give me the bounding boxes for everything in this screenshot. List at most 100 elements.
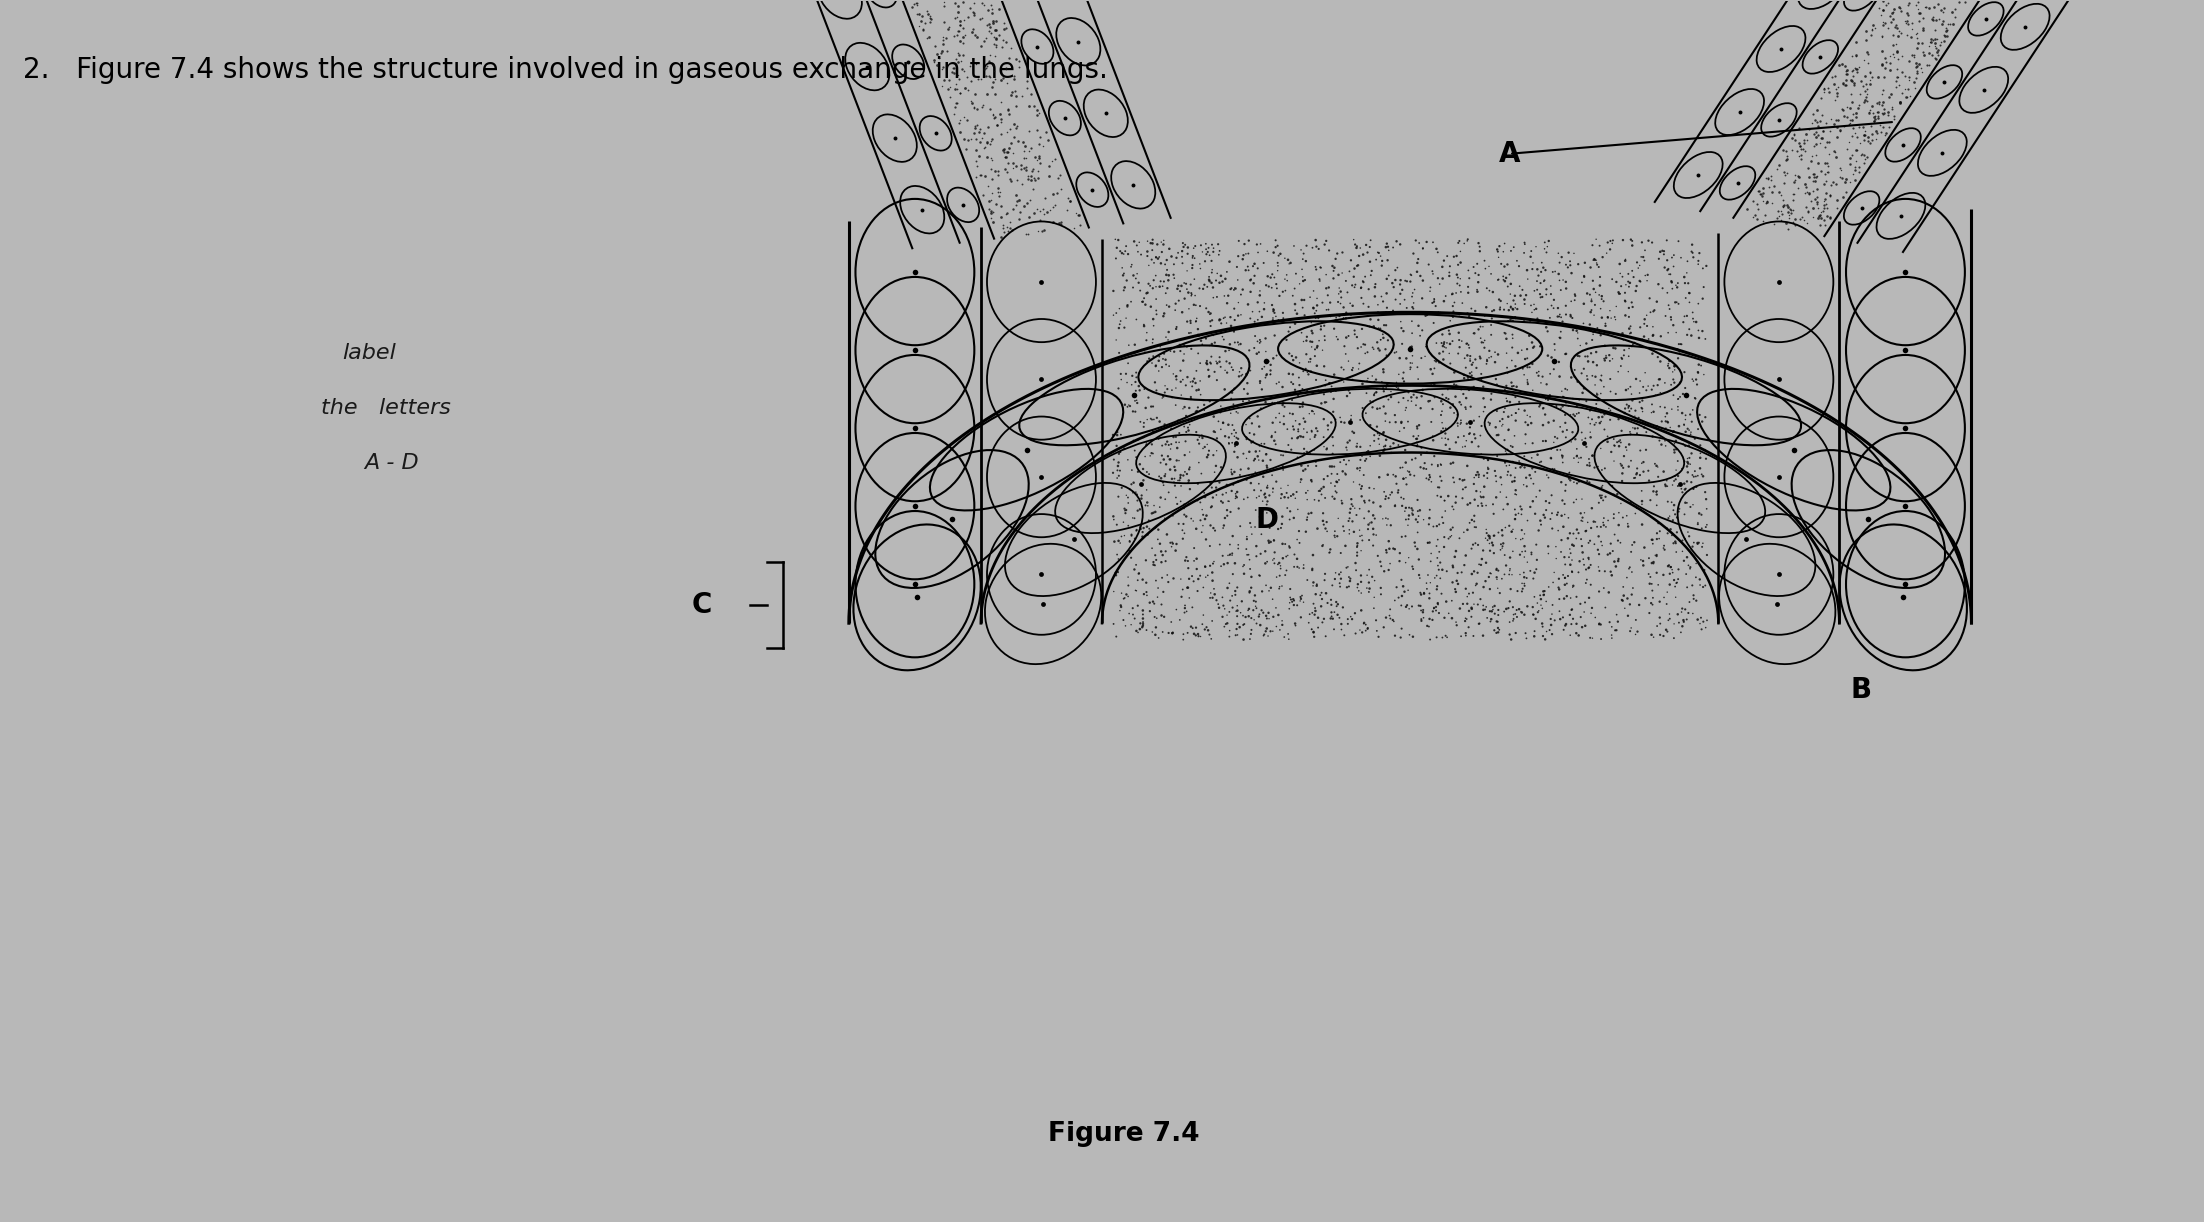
Point bbox=[1117, 529, 1153, 549]
Point bbox=[1188, 298, 1223, 318]
Point bbox=[1651, 358, 1686, 378]
Point bbox=[1331, 430, 1366, 450]
Point bbox=[1552, 243, 1587, 263]
Point bbox=[1624, 495, 1660, 514]
Point bbox=[1197, 332, 1232, 352]
Point bbox=[1834, 110, 1869, 130]
Point bbox=[1635, 580, 1671, 600]
Point bbox=[1106, 588, 1142, 607]
Point bbox=[1803, 208, 1838, 227]
Point bbox=[1682, 448, 1717, 468]
Point bbox=[1673, 593, 1708, 612]
Point bbox=[1642, 397, 1677, 417]
Point bbox=[1508, 576, 1543, 595]
Point bbox=[1807, 189, 1843, 209]
Point bbox=[1439, 541, 1474, 561]
Point bbox=[1646, 462, 1682, 481]
Point bbox=[1018, 199, 1054, 219]
Point bbox=[1406, 583, 1441, 602]
Point bbox=[1120, 621, 1155, 640]
Point bbox=[1355, 519, 1391, 539]
Point bbox=[1928, 0, 1964, 7]
Point bbox=[1600, 530, 1635, 550]
Point bbox=[1322, 609, 1358, 628]
Point bbox=[1494, 519, 1530, 539]
Point bbox=[1849, 75, 1884, 94]
Point bbox=[1400, 419, 1435, 439]
Point bbox=[1106, 318, 1142, 337]
Point bbox=[1873, 0, 1909, 4]
Point bbox=[1536, 359, 1571, 379]
Point bbox=[1554, 264, 1589, 284]
Point bbox=[1836, 104, 1871, 123]
Point bbox=[1631, 470, 1666, 490]
Point bbox=[1095, 450, 1131, 469]
Point bbox=[1206, 607, 1241, 627]
Point bbox=[1393, 337, 1428, 357]
Point bbox=[1369, 387, 1404, 407]
Point bbox=[1234, 431, 1270, 451]
Point bbox=[1433, 439, 1468, 458]
Point bbox=[1281, 368, 1316, 387]
Point bbox=[1038, 149, 1073, 169]
Point bbox=[1545, 397, 1580, 417]
Point bbox=[1781, 133, 1816, 153]
Point bbox=[1111, 587, 1146, 606]
Point bbox=[1541, 589, 1576, 609]
Point bbox=[1371, 489, 1406, 508]
Point bbox=[1549, 615, 1585, 634]
Point bbox=[1468, 598, 1503, 617]
Point bbox=[1256, 268, 1292, 287]
Point bbox=[1457, 490, 1492, 510]
Point bbox=[1508, 243, 1543, 263]
Point bbox=[1472, 563, 1508, 583]
Point bbox=[1166, 579, 1201, 599]
Point bbox=[1787, 177, 1823, 197]
Point bbox=[1849, 87, 1884, 106]
Point bbox=[1117, 373, 1153, 392]
Point bbox=[1455, 353, 1490, 373]
Point bbox=[1556, 320, 1591, 340]
Point bbox=[1419, 456, 1455, 475]
Point bbox=[1655, 628, 1690, 648]
Point bbox=[1208, 483, 1243, 502]
Point bbox=[1236, 254, 1272, 274]
Point bbox=[1688, 489, 1724, 508]
Point bbox=[1128, 517, 1164, 536]
Point bbox=[1289, 345, 1325, 364]
Point bbox=[998, 156, 1034, 176]
Point bbox=[1219, 402, 1254, 422]
Point bbox=[1655, 385, 1690, 404]
Point bbox=[952, 56, 987, 76]
Point bbox=[1256, 301, 1292, 320]
Point bbox=[1223, 365, 1258, 385]
Point bbox=[1616, 468, 1651, 488]
Point bbox=[1415, 455, 1450, 474]
Point bbox=[1188, 506, 1223, 525]
Point bbox=[1580, 457, 1616, 477]
Point bbox=[1296, 298, 1331, 318]
Point bbox=[1677, 312, 1713, 331]
Point bbox=[1155, 338, 1190, 358]
Point bbox=[1120, 521, 1155, 540]
Point bbox=[1201, 273, 1236, 292]
Point bbox=[1439, 284, 1474, 303]
Point bbox=[1303, 258, 1338, 277]
Point bbox=[1135, 555, 1170, 574]
Point bbox=[1591, 511, 1627, 530]
Point bbox=[1342, 527, 1378, 546]
Point bbox=[1655, 525, 1690, 545]
Point bbox=[1468, 354, 1503, 374]
Point bbox=[1629, 589, 1664, 609]
Point bbox=[1212, 280, 1247, 299]
Point bbox=[1111, 516, 1146, 535]
Point bbox=[1139, 609, 1175, 628]
Point bbox=[1532, 413, 1567, 433]
Point bbox=[1349, 243, 1384, 263]
Point bbox=[1664, 541, 1699, 561]
Point bbox=[1344, 271, 1380, 291]
Point bbox=[1803, 161, 1838, 181]
Point bbox=[1474, 347, 1510, 367]
Point bbox=[1455, 598, 1490, 617]
Point bbox=[1406, 271, 1441, 291]
